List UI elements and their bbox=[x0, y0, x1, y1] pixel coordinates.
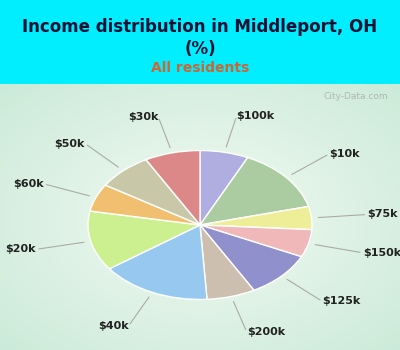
Wedge shape bbox=[200, 225, 254, 299]
Text: $60k: $60k bbox=[13, 179, 44, 189]
Wedge shape bbox=[90, 185, 200, 225]
Wedge shape bbox=[106, 160, 200, 225]
Wedge shape bbox=[200, 225, 301, 290]
Text: $75k: $75k bbox=[367, 209, 398, 219]
Text: $30k: $30k bbox=[128, 112, 158, 122]
Text: $125k: $125k bbox=[322, 296, 361, 307]
Wedge shape bbox=[200, 158, 308, 225]
Wedge shape bbox=[200, 206, 312, 230]
Text: All residents: All residents bbox=[151, 61, 249, 75]
Text: $150k: $150k bbox=[363, 248, 400, 258]
Wedge shape bbox=[146, 150, 200, 225]
Text: Income distribution in Middleport, OH
(%): Income distribution in Middleport, OH (%… bbox=[22, 18, 378, 58]
Wedge shape bbox=[88, 211, 200, 269]
Wedge shape bbox=[200, 225, 312, 257]
Text: $20k: $20k bbox=[6, 244, 36, 254]
Text: $200k: $200k bbox=[247, 327, 285, 337]
Text: City-Data.com: City-Data.com bbox=[323, 92, 388, 101]
Text: $10k: $10k bbox=[330, 149, 360, 159]
Wedge shape bbox=[109, 225, 207, 300]
Text: $40k: $40k bbox=[98, 321, 128, 331]
Text: $50k: $50k bbox=[55, 139, 85, 148]
Wedge shape bbox=[200, 150, 248, 225]
Text: $100k: $100k bbox=[237, 111, 275, 121]
